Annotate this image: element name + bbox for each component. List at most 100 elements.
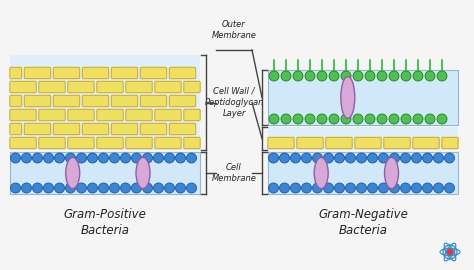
Ellipse shape bbox=[136, 157, 150, 188]
Circle shape bbox=[447, 249, 453, 255]
Circle shape bbox=[143, 153, 153, 163]
FancyBboxPatch shape bbox=[184, 81, 200, 93]
Circle shape bbox=[281, 71, 291, 81]
Circle shape bbox=[280, 153, 290, 163]
Circle shape bbox=[88, 153, 98, 163]
FancyBboxPatch shape bbox=[169, 123, 196, 135]
Circle shape bbox=[312, 153, 322, 163]
Circle shape bbox=[143, 183, 153, 193]
Circle shape bbox=[164, 183, 174, 193]
FancyBboxPatch shape bbox=[268, 137, 294, 149]
Circle shape bbox=[291, 153, 301, 163]
Circle shape bbox=[365, 114, 375, 124]
Circle shape bbox=[413, 114, 423, 124]
FancyBboxPatch shape bbox=[169, 95, 196, 107]
FancyBboxPatch shape bbox=[68, 109, 94, 121]
FancyBboxPatch shape bbox=[355, 137, 381, 149]
Circle shape bbox=[76, 153, 86, 163]
FancyBboxPatch shape bbox=[140, 123, 167, 135]
Bar bbox=[268, 127, 458, 150]
FancyBboxPatch shape bbox=[126, 81, 152, 93]
Circle shape bbox=[437, 114, 447, 124]
Circle shape bbox=[401, 71, 411, 81]
Circle shape bbox=[44, 153, 54, 163]
Circle shape bbox=[293, 71, 303, 81]
FancyBboxPatch shape bbox=[155, 137, 181, 149]
FancyBboxPatch shape bbox=[24, 95, 51, 107]
FancyBboxPatch shape bbox=[82, 95, 109, 107]
Circle shape bbox=[154, 183, 164, 193]
Circle shape bbox=[390, 153, 400, 163]
Circle shape bbox=[281, 114, 291, 124]
Circle shape bbox=[413, 71, 423, 81]
Circle shape bbox=[65, 153, 75, 163]
Circle shape bbox=[411, 153, 421, 163]
Circle shape bbox=[280, 183, 290, 193]
Circle shape bbox=[346, 153, 356, 163]
Circle shape bbox=[335, 153, 345, 163]
FancyBboxPatch shape bbox=[82, 123, 109, 135]
Text: Cell
Membrane: Cell Membrane bbox=[211, 163, 256, 183]
Bar bbox=[10, 152, 200, 194]
FancyBboxPatch shape bbox=[184, 109, 200, 121]
Circle shape bbox=[301, 183, 311, 193]
FancyBboxPatch shape bbox=[111, 95, 138, 107]
FancyBboxPatch shape bbox=[53, 95, 80, 107]
Circle shape bbox=[390, 183, 400, 193]
Circle shape bbox=[10, 183, 20, 193]
FancyBboxPatch shape bbox=[10, 123, 22, 135]
FancyBboxPatch shape bbox=[10, 109, 36, 121]
Circle shape bbox=[99, 183, 109, 193]
Circle shape bbox=[99, 153, 109, 163]
Circle shape bbox=[293, 114, 303, 124]
FancyBboxPatch shape bbox=[39, 137, 65, 149]
Circle shape bbox=[109, 183, 119, 193]
Circle shape bbox=[377, 71, 387, 81]
Circle shape bbox=[186, 183, 197, 193]
Circle shape bbox=[88, 183, 98, 193]
Circle shape bbox=[379, 183, 389, 193]
FancyBboxPatch shape bbox=[140, 67, 167, 79]
Circle shape bbox=[353, 71, 363, 81]
Circle shape bbox=[10, 153, 20, 163]
Circle shape bbox=[401, 153, 410, 163]
Circle shape bbox=[268, 183, 279, 193]
FancyBboxPatch shape bbox=[24, 67, 51, 79]
Circle shape bbox=[445, 153, 455, 163]
Circle shape bbox=[445, 183, 455, 193]
Ellipse shape bbox=[341, 77, 355, 119]
Circle shape bbox=[269, 71, 279, 81]
Circle shape bbox=[120, 153, 130, 163]
Circle shape bbox=[346, 183, 356, 193]
Circle shape bbox=[305, 114, 315, 124]
Bar bbox=[268, 70, 458, 125]
Circle shape bbox=[401, 114, 411, 124]
FancyBboxPatch shape bbox=[39, 109, 65, 121]
Circle shape bbox=[389, 114, 399, 124]
Circle shape bbox=[356, 153, 366, 163]
Circle shape bbox=[120, 183, 130, 193]
Circle shape bbox=[76, 183, 86, 193]
FancyBboxPatch shape bbox=[68, 137, 94, 149]
Circle shape bbox=[33, 183, 43, 193]
Bar bbox=[10, 55, 200, 150]
Bar bbox=[268, 152, 458, 194]
Circle shape bbox=[434, 183, 444, 193]
Ellipse shape bbox=[314, 157, 328, 188]
FancyBboxPatch shape bbox=[39, 81, 65, 93]
Circle shape bbox=[425, 114, 435, 124]
FancyBboxPatch shape bbox=[155, 109, 181, 121]
Circle shape bbox=[317, 71, 327, 81]
FancyBboxPatch shape bbox=[24, 123, 51, 135]
Circle shape bbox=[434, 153, 444, 163]
Circle shape bbox=[65, 183, 75, 193]
FancyBboxPatch shape bbox=[442, 137, 458, 149]
Circle shape bbox=[425, 71, 435, 81]
FancyBboxPatch shape bbox=[111, 123, 138, 135]
Circle shape bbox=[323, 183, 334, 193]
Circle shape bbox=[21, 183, 31, 193]
Circle shape bbox=[269, 114, 279, 124]
FancyBboxPatch shape bbox=[111, 67, 138, 79]
Circle shape bbox=[312, 183, 322, 193]
FancyBboxPatch shape bbox=[184, 137, 200, 149]
